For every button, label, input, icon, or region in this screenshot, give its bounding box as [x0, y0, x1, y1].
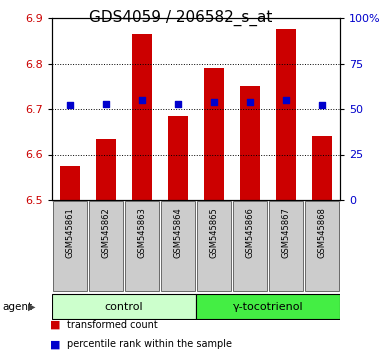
- Bar: [125, 201, 159, 291]
- Text: GSM545867: GSM545867: [281, 207, 291, 258]
- Text: ▶: ▶: [28, 302, 35, 312]
- Text: transformed count: transformed count: [67, 320, 158, 330]
- Text: ■: ■: [50, 320, 60, 330]
- Text: agent: agent: [2, 302, 32, 312]
- Point: [247, 99, 253, 104]
- Bar: [89, 201, 123, 291]
- Bar: [132, 34, 152, 200]
- Bar: [96, 138, 116, 200]
- Text: GSM545865: GSM545865: [209, 207, 219, 258]
- Bar: [52, 294, 196, 319]
- Text: GSM545861: GSM545861: [65, 207, 75, 258]
- Bar: [240, 86, 260, 200]
- Text: GDS4059 / 206582_s_at: GDS4059 / 206582_s_at: [89, 10, 273, 26]
- Text: GSM545866: GSM545866: [246, 207, 254, 258]
- Bar: [269, 201, 303, 291]
- Point: [67, 103, 73, 108]
- Bar: [276, 29, 296, 200]
- Bar: [204, 68, 224, 200]
- Bar: [53, 201, 87, 291]
- Text: GSM545863: GSM545863: [137, 207, 147, 258]
- Bar: [312, 136, 332, 200]
- Text: GSM545862: GSM545862: [102, 207, 110, 258]
- Text: percentile rank within the sample: percentile rank within the sample: [67, 339, 233, 349]
- Bar: [197, 201, 231, 291]
- Bar: [196, 294, 340, 319]
- Text: control: control: [105, 302, 143, 312]
- Point: [211, 99, 217, 104]
- Bar: [233, 201, 267, 291]
- Point: [283, 97, 289, 103]
- Text: ■: ■: [50, 339, 60, 349]
- Text: GSM545864: GSM545864: [174, 207, 182, 258]
- Bar: [60, 166, 80, 200]
- Bar: [305, 201, 339, 291]
- Bar: [161, 201, 195, 291]
- Text: γ-tocotrienol: γ-tocotrienol: [233, 302, 303, 312]
- Point: [139, 97, 145, 103]
- Point: [319, 103, 325, 108]
- Point: [103, 101, 109, 106]
- Point: [175, 101, 181, 106]
- Text: GSM545868: GSM545868: [318, 207, 326, 258]
- Bar: [168, 116, 188, 200]
